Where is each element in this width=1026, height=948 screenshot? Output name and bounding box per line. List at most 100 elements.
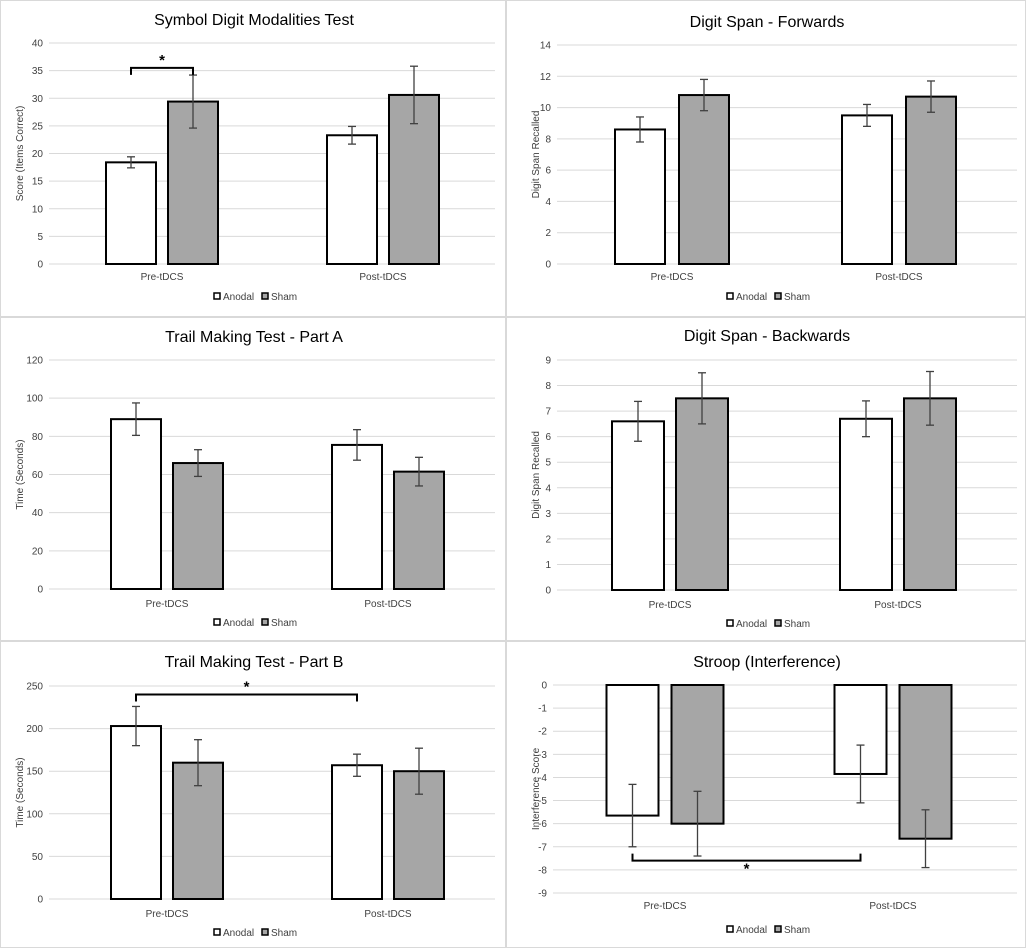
y-tick-label: 6 bbox=[545, 432, 551, 443]
y-tick-label: 8 bbox=[545, 381, 551, 392]
y-tick-label: 14 bbox=[540, 41, 552, 52]
x-category-label: Pre-tDCS bbox=[146, 599, 189, 610]
legend-label-anodal: Anodal bbox=[223, 292, 254, 303]
legend-label-anodal: Anodal bbox=[223, 618, 254, 629]
y-tick-label: 4 bbox=[545, 197, 551, 208]
bar-sham-post-tdcs bbox=[393, 470, 445, 590]
y-tick-label: 15 bbox=[32, 177, 44, 188]
x-category-label: Post-tDCS bbox=[869, 901, 917, 912]
y-tick-label: 20 bbox=[32, 546, 44, 557]
legend-label-anodal: Anodal bbox=[223, 928, 254, 939]
y-tick-label: 100 bbox=[26, 394, 43, 405]
legend-label-anodal: Anodal bbox=[736, 925, 767, 936]
y-axis-label: Digit Span Recalled bbox=[531, 431, 542, 519]
y-tick-label: 1 bbox=[545, 560, 551, 571]
y-tick-label: 6 bbox=[545, 166, 551, 177]
chart-panel-digit-span-forwards: Digit Span - Forwards 0 2 4 6 8 10 12 14 Digit Sp… bbox=[506, 0, 1026, 317]
chart-title: Digit Span - Backwards bbox=[684, 328, 850, 345]
y-tick-label: -2 bbox=[538, 727, 547, 738]
bar-anodal-pre-tdcs bbox=[611, 420, 665, 592]
chart-svg-dsf: Digit Span - Forwards 0 2 4 6 8 10 12 14 Digit Sp… bbox=[531, 14, 1017, 303]
chart-svg-stroop: Stroop (Interference) 0 -1 -2 -3 -4 -5 -6 -7 -8 -9… bbox=[531, 654, 1017, 936]
y-tick-label: 40 bbox=[32, 508, 44, 519]
x-category-label: Post-tDCS bbox=[364, 599, 412, 610]
y-tick-label: 0 bbox=[541, 681, 547, 692]
x-category-label: Pre-tDCS bbox=[146, 909, 189, 920]
legend-label-anodal: Anodal bbox=[736, 292, 767, 303]
significance-star: * bbox=[159, 52, 165, 69]
legend-swatch-anodal bbox=[726, 292, 734, 300]
y-tick-label: 8 bbox=[545, 134, 551, 145]
y-tick-label: 25 bbox=[32, 121, 44, 132]
y-tick-label: 80 bbox=[32, 432, 44, 443]
legend-label-sham: Sham bbox=[271, 292, 297, 303]
y-tick-label: 9 bbox=[545, 356, 551, 367]
x-category-label: Pre-tDCS bbox=[644, 901, 687, 912]
legend-label-sham: Sham bbox=[271, 928, 297, 939]
legend-swatch-sham bbox=[261, 928, 269, 936]
y-tick-label: 20 bbox=[32, 149, 44, 160]
legend-swatch-anodal bbox=[726, 925, 734, 933]
legend-swatch-sham bbox=[774, 619, 782, 627]
bar-anodal-pre-tdcs bbox=[110, 418, 162, 590]
x-category-label: Post-tDCS bbox=[875, 272, 923, 283]
legend-swatch-anodal bbox=[726, 619, 734, 627]
legend-label-sham: Sham bbox=[784, 925, 810, 936]
y-axis-label: Score (Items Correct) bbox=[15, 106, 26, 202]
legend-swatch-sham bbox=[261, 292, 269, 300]
chart-svg-tmta: Trail Making Test - Part A 0 20 40 60 80 100 12… bbox=[15, 329, 495, 629]
legend-label-sham: Sham bbox=[784, 292, 810, 303]
y-tick-label: 10 bbox=[32, 204, 44, 215]
y-tick-label: -1 bbox=[538, 704, 547, 715]
y-tick-label: 0 bbox=[545, 586, 551, 597]
x-category-label: Post-tDCS bbox=[874, 600, 922, 611]
y-tick-label: 150 bbox=[26, 767, 43, 778]
chart-title: Stroop (Interference) bbox=[693, 654, 841, 671]
chart-panel-digit-span-backwards: Digit Span - Backwards 0 1 2 3 4 5 6 7 8 9 Digit Sp… bbox=[506, 317, 1026, 641]
bar-anodal-pre-tdcs bbox=[614, 128, 666, 265]
y-tick-label: -3 bbox=[538, 750, 547, 761]
y-tick-label: 12 bbox=[540, 72, 552, 83]
y-tick-label: 200 bbox=[26, 724, 43, 735]
y-tick-label: 4 bbox=[545, 483, 551, 494]
y-tick-label: 0 bbox=[545, 260, 551, 271]
legend-swatch-sham bbox=[774, 925, 782, 933]
y-tick-label: 5 bbox=[37, 232, 43, 243]
y-axis-label: Time (Seconds) bbox=[15, 439, 26, 509]
chart-svg-sdmt: Symbol Digit Modalities Test 0 5 10 15 20 25 30… bbox=[15, 12, 495, 303]
chart-title: Trail Making Test - Part B bbox=[165, 654, 344, 671]
y-tick-label: 100 bbox=[26, 809, 43, 820]
y-tick-label: -7 bbox=[538, 842, 547, 853]
significance-bracket bbox=[135, 693, 358, 702]
y-tick-label: 0 bbox=[37, 895, 43, 906]
bar-sham-post-tdcs bbox=[903, 397, 957, 592]
bar-sham-pre-tdcs bbox=[172, 462, 224, 590]
significance-star: * bbox=[744, 861, 750, 878]
bar-anodal-post-tdcs bbox=[331, 443, 383, 590]
significance-bracket bbox=[631, 853, 862, 862]
chart-panel-trail-making-b: Trail Making Test - Part B 0 50 100 150 200 25… bbox=[0, 641, 506, 948]
bar-anodal-pre-tdcs bbox=[110, 725, 162, 900]
y-tick-label: 40 bbox=[32, 39, 44, 50]
y-tick-label: 2 bbox=[545, 534, 551, 545]
y-tick-label: -6 bbox=[538, 819, 547, 830]
legend-swatch-anodal bbox=[213, 292, 221, 300]
bar-sham-pre-tdcs bbox=[678, 94, 730, 265]
y-axis-label: Digit Span Recalled bbox=[531, 111, 542, 199]
y-tick-label: -4 bbox=[538, 773, 547, 784]
bar-anodal-post-tdcs bbox=[331, 764, 383, 901]
y-tick-label: 120 bbox=[26, 356, 43, 367]
y-tick-label: 0 bbox=[37, 585, 43, 596]
legend-swatch-sham bbox=[774, 292, 782, 300]
y-axis-label: Interference Score bbox=[531, 747, 542, 830]
bar-sham-pre-tdcs bbox=[675, 397, 729, 592]
y-tick-label: 7 bbox=[545, 407, 551, 418]
legend-swatch-anodal bbox=[213, 928, 221, 936]
bar-anodal-post-tdcs bbox=[326, 134, 378, 265]
y-tick-label: -5 bbox=[538, 796, 547, 807]
chart-panel-trail-making-a: Trail Making Test - Part A 0 20 40 60 80 100 12… bbox=[0, 317, 506, 641]
x-category-label: Post-tDCS bbox=[359, 272, 407, 283]
y-tick-label: 3 bbox=[545, 509, 551, 520]
bar-anodal-post-tdcs bbox=[839, 417, 893, 592]
y-tick-label: 2 bbox=[545, 228, 551, 239]
